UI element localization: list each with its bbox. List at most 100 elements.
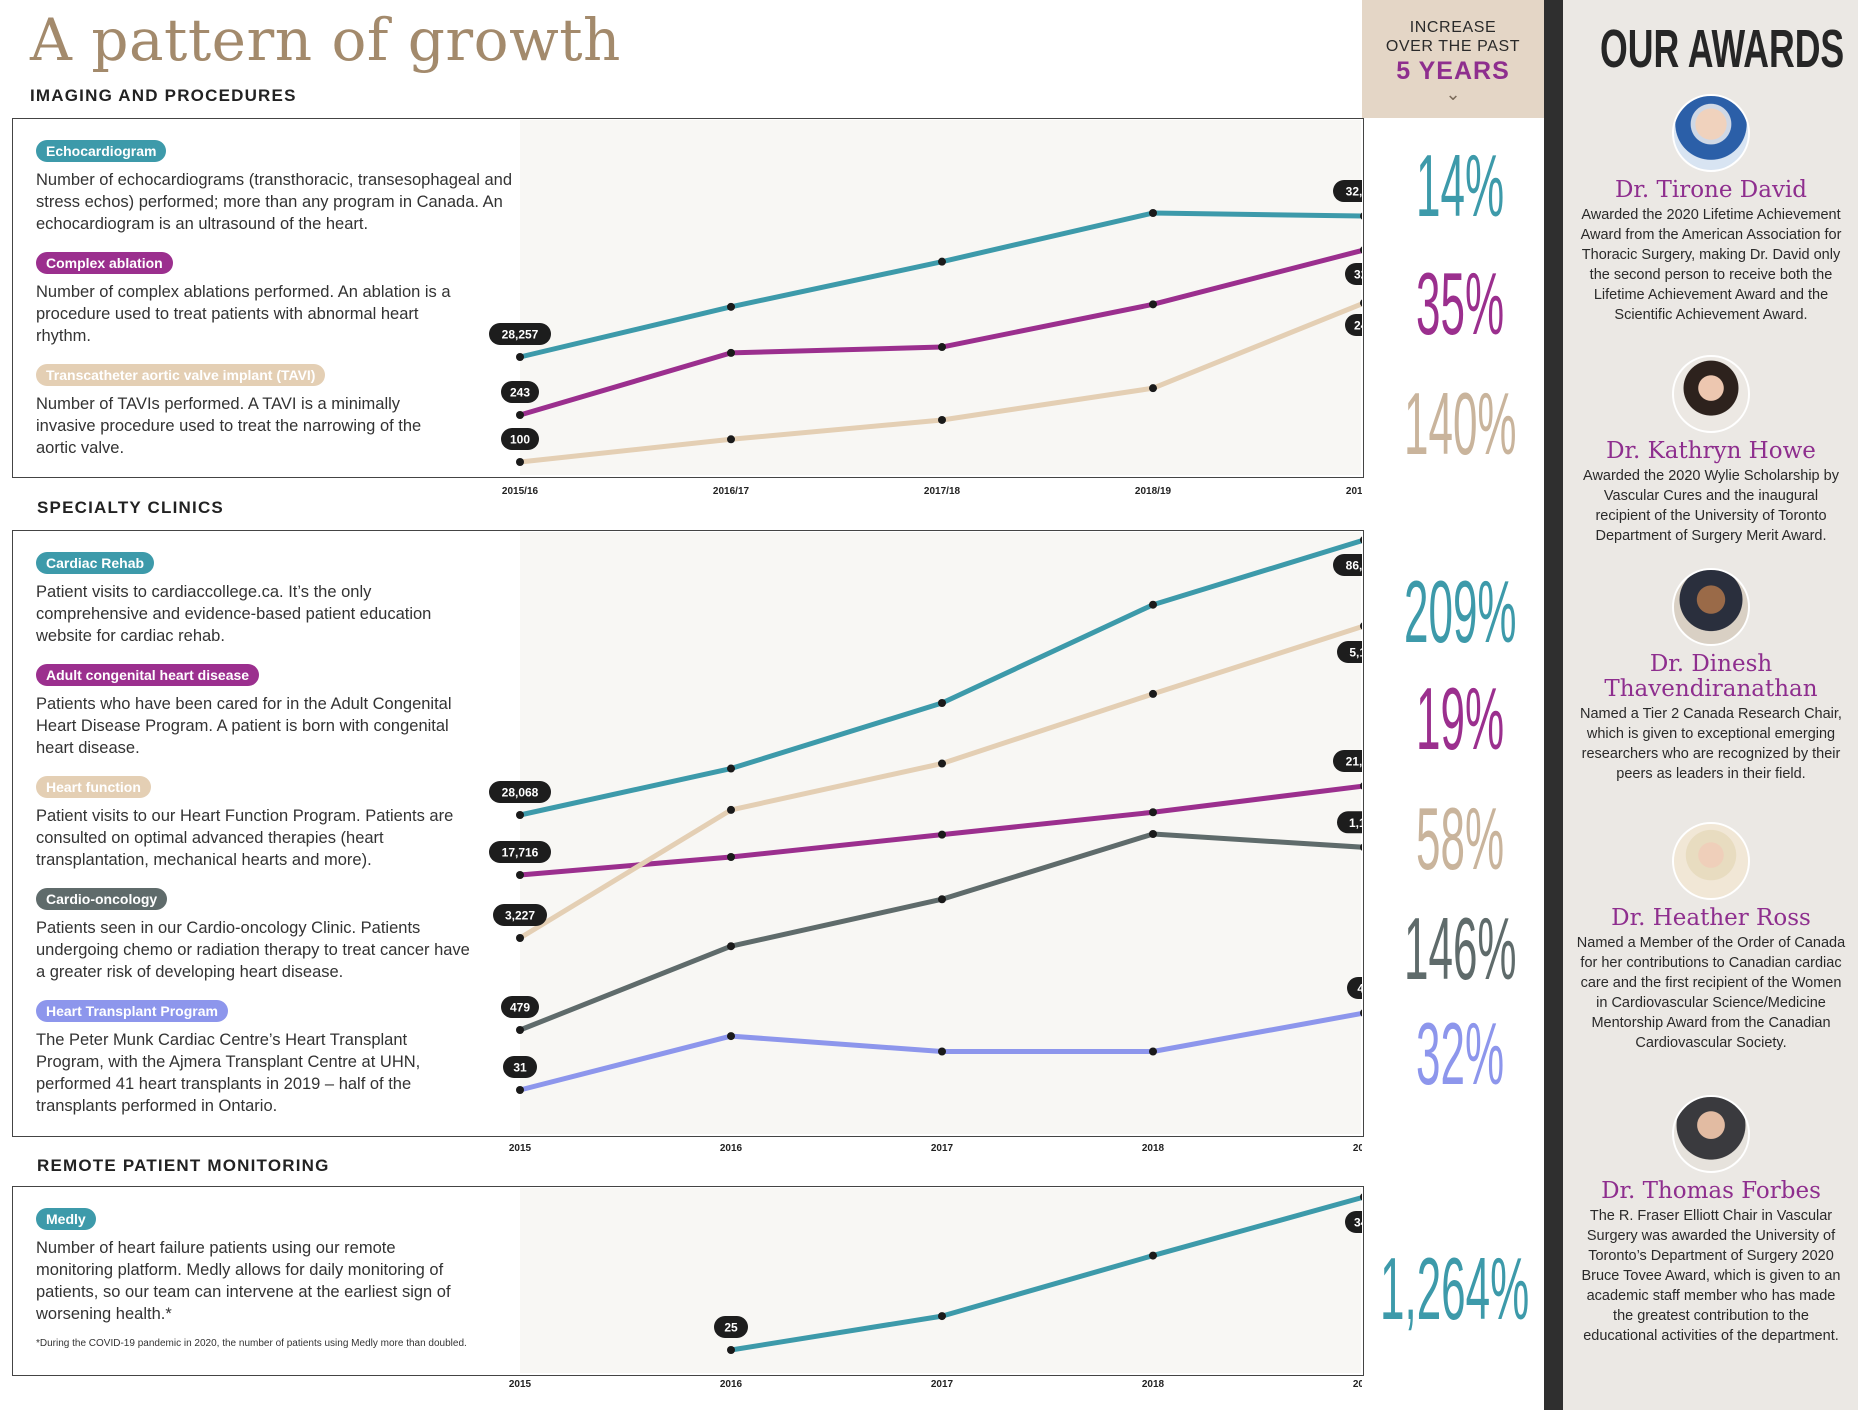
x-tick-label: 2015/16 [502,486,539,497]
x-tick-label: 2019/20 [1346,486,1362,497]
desc-complex-ablation: Number of complex ablations performed. A… [36,283,451,345]
svg-text:5,110: 5,110 [1349,646,1362,660]
section-title-clinics: SPECIALTY CLINICS [37,498,224,517]
footnote: *During the COVID-19 pandemic in 2020, t… [36,1338,467,1349]
data-point [516,1026,524,1034]
svg-text:100: 100 [510,433,530,447]
increase-percent: 35% [1416,254,1505,353]
data-point [938,699,946,708]
desc-cardio-oncology: Patients seen in our Cardio-oncology Cli… [36,919,470,981]
increase-percent: 32% [1416,1004,1505,1103]
x-tick-label: 2019 [1353,1379,1362,1390]
data-point [1360,1009,1362,1017]
data-point [516,353,524,361]
value-label: 28,068 [489,781,551,803]
svg-text:479: 479 [510,1001,530,1015]
value-label: 479 [501,996,539,1018]
value-label: 31 [503,1056,537,1078]
tag-cardiac-rehab: Cardiac Rehab [36,552,155,574]
tag-complex-ablation: Complex ablation [36,252,173,274]
data-point [1149,689,1157,698]
desc-heart-transplant: The Peter Munk Cardiac Centre’s Heart Tr… [36,1031,421,1115]
x-tick-label: 2017 [931,1143,954,1154]
increase-percent: 19% [1416,669,1505,768]
avatar [1672,568,1750,646]
svg-text:86,833: 86,833 [1346,559,1362,573]
svg-text:32,312: 32,312 [1346,185,1362,199]
value-label: 86,833 [1333,554,1362,576]
avatar [1672,1095,1750,1173]
data-point [938,895,946,904]
person-desc: Awarded the 2020 Wylie Scholarship by Va… [1583,468,1839,544]
data-point [1149,1047,1157,1056]
chevron-down-icon: ⌄ [1445,84,1461,104]
value-label: 41 [1347,977,1362,999]
data-point [1149,600,1157,609]
data-point [938,759,946,768]
x-tick-label: 2018 [1142,1379,1165,1390]
value-label: 240 [1345,314,1362,336]
x-tick-label: 2016 [720,1379,743,1390]
svg-text:28,068: 28,068 [502,786,539,800]
legend-item: Heart Transplant Program [36,1000,228,1022]
value-label: 328 [1345,263,1362,285]
x-tick-label: 2016 [720,1143,743,1154]
page-title: A pattern of growth [30,6,621,74]
section-title-monitoring: REMOTE PATIENT MONITORING [37,1156,330,1175]
value-label: 25 [714,1316,748,1338]
award-person: Dr. Thomas Forbes The R. Fraser Elliott … [1575,1095,1847,1346]
charts-canvas: 2015/16 2016/17 2017/18 2018/19 2019/20 28,25… [489,180,1362,1390]
svg-text:21,098: 21,098 [1346,755,1362,769]
avatar [1672,355,1750,433]
data-point [1149,808,1157,817]
increase-years: 5 YEARS [1396,57,1510,85]
tag-tavi: Transcatheter aortic valve implant (TAVI… [36,364,326,386]
data-point [1360,536,1362,544]
data-point [516,871,524,879]
value-label: 17,716 [489,841,551,863]
tag-achd: Adult congenital heart disease [36,664,260,686]
data-point [1360,843,1362,851]
data-point [1360,299,1362,307]
increase-percent: 140% [1404,374,1517,473]
data-point [727,1032,735,1041]
value-label: 3,227 [493,904,547,926]
person-name: Dr. Dinesh Thavendiranathan [1604,651,1818,702]
increase-percent: 209% [1404,562,1517,661]
avatar [1672,94,1750,172]
data-point [938,415,946,424]
data-point [727,348,735,357]
legend-item: Echocardiogram [36,140,167,162]
awards-sidebar [1563,0,1858,1410]
tag-medly: Medly [36,1208,96,1230]
data-point [727,942,735,951]
value-label: 100 [501,428,539,450]
desc-heart-function: Patient visits to our Heart Function Pro… [36,807,454,869]
person-desc: The R. Fraser Elliott Chair in Vascular … [1581,1208,1841,1344]
data-point [1360,1193,1362,1201]
plot-bg-imaging [520,120,1361,475]
tag-cardio-oncology: Cardio-oncology [36,888,168,910]
svg-text:328: 328 [1354,268,1362,282]
person-name: Dr. Thomas Forbes [1601,1178,1821,1204]
increase-line2: OVER THE PAST [1385,38,1521,55]
tag-echocardiogram: Echocardiogram [36,140,167,162]
award-person: Dr. Heather Ross Named a Member of the O… [1575,822,1847,1053]
data-point [1149,384,1157,393]
series-line [730,1194,1362,1353]
avatar [1672,822,1750,900]
data-point [516,411,524,419]
x-tick-label: 2019 [1353,1143,1362,1154]
data-point [1149,300,1157,309]
legend-item: Transcatheter aortic valve implant (TAVI… [36,364,326,386]
legend-item: Cardio-oncology [36,888,168,910]
desc-achd: Patients who have been cared for in the … [36,695,452,757]
desc-echocardiogram: Number of echocardiograms (transthoracic… [36,171,513,233]
svg-text:240: 240 [1354,319,1362,333]
data-point [516,811,524,819]
sidebar-divider [1544,0,1563,1410]
data-point [727,435,735,444]
value-label: 5,110 [1337,641,1362,663]
data-point [727,302,735,311]
legend-item: Heart function [36,776,151,798]
